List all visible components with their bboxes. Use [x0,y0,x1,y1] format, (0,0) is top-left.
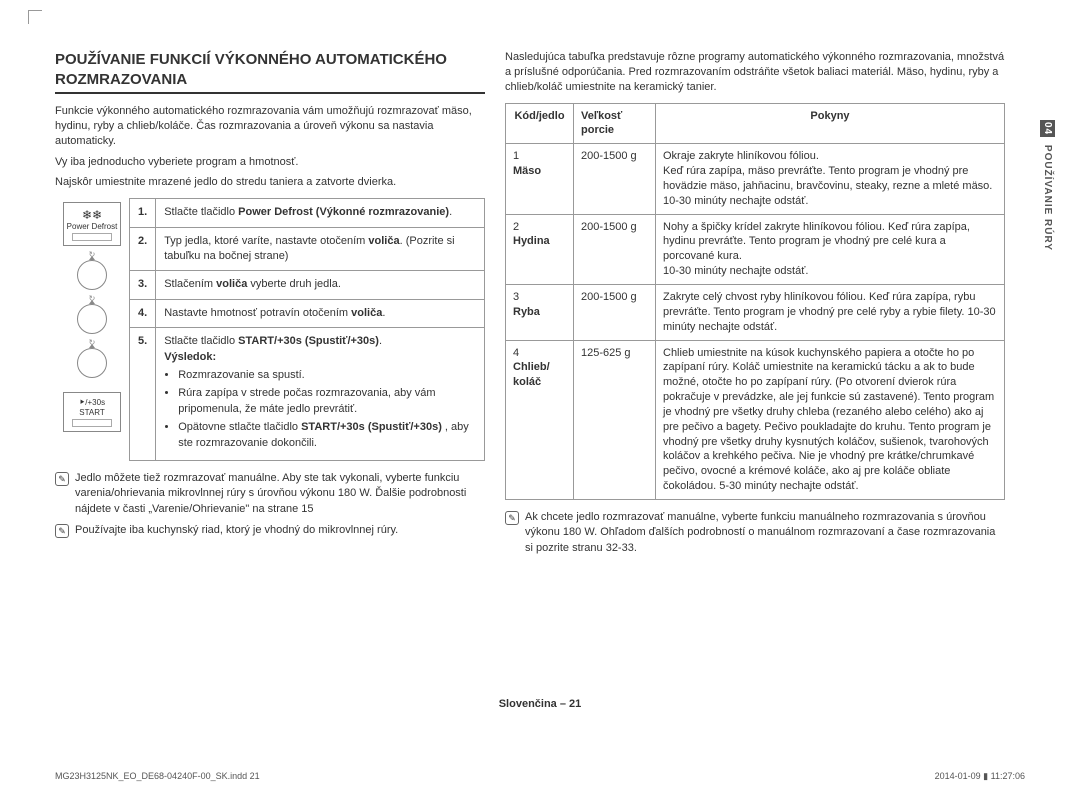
footer-right: 2014-01-09 ▮ 11:27:06 [935,771,1025,782]
start-button-icon: ⯈/+30s START [63,392,121,432]
notes-block: ✎ Jedlo môžete tiež rozmrazovať manuálne.… [55,471,485,539]
side-tab-number: 04 [1040,120,1055,137]
step-number: 1. [130,199,156,227]
steps-block: ❄❄ Power Defrost ⯈/+30s START 1.Stlačte … [55,198,485,461]
dial-icon [77,304,107,334]
footer-left: MG23H3125NK_EO_DE68-04240F-00_SK.indd 21 [55,771,260,782]
cell-code: 2Hydina [506,214,574,284]
cell-instructions: Zakryte celý chvost ryby hliníkovou fóli… [656,284,1005,340]
th-instr: Pokyny [656,103,1005,144]
step-number: 5. [130,328,156,461]
step-text: Stlačte tlačidlo Power Defrost (Výkonné … [156,199,485,227]
power-defrost-label: Power Defrost [67,222,118,231]
table-header-row: Kód/jedlo Veľkosť porcie Pokyny [506,103,1005,144]
table-row: 3Ryba200-1500 gZakryte celý chvost ryby … [506,284,1005,340]
steps-table: 1.Stlačte tlačidlo Power Defrost (Výkonn… [129,198,485,461]
note-row: ✎ Jedlo môžete tiež rozmrazovať manuálne.… [55,471,485,517]
cell-instructions: Okraje zakryte hliníkovou fóliou.Keď rúr… [656,144,1005,214]
cell-size: 200-1500 g [574,284,656,340]
section-title: POUŽÍVANIE FUNKCIÍ VÝKONNÉHO AUTOMATICKÉ… [55,50,485,94]
cell-instructions: Nohy a špičky krídel zakryte hliníkovou … [656,214,1005,284]
button-outline-icon [72,233,112,241]
th-code: Kód/jedlo [506,103,574,144]
note-text: Jedlo môžete tiež rozmrazovať manuálne. … [75,471,485,517]
side-tab: 04 POUŽÍVANIE RÚRY [1042,120,1053,251]
footer: MG23H3125NK_EO_DE68-04240F-00_SK.indd 21… [55,771,1025,782]
step-row: 5.Stlačte tlačidlo START/+30s (Spustiť/+… [130,328,485,461]
page-number: Slovenčina – 21 [55,698,1025,710]
step-text: Stlačením voliča vyberte druh jedla. [156,271,485,299]
snowflake-icon: ❄❄ [82,208,102,222]
power-defrost-button-icon: ❄❄ Power Defrost [63,202,121,246]
side-tab-label: POUŽÍVANIE RÚRY [1042,145,1053,251]
intro-block: Funkcie výkonného automatického rozmrazo… [55,104,485,190]
right-intro: Nasledujúca tabuľka predstavuje rôzne pr… [505,50,1005,95]
dial-icon [77,260,107,290]
note-row: ✎ Používajte iba kuchynský riad, ktorý je… [55,523,485,538]
button-outline-icon [72,419,112,427]
step-text: Stlačte tlačidlo START/+30s (Spustiť/+30… [156,328,485,461]
note-icon: ✎ [505,511,519,525]
crop-mark [28,10,42,24]
start-symbol: ⯈/+30s [79,398,105,408]
left-column: POUŽÍVANIE FUNKCIÍ VÝKONNÉHO AUTOMATICKÉ… [55,50,485,562]
cell-size: 125-625 g [574,340,656,499]
cell-code: 4Chlieb/koláč [506,340,574,499]
step-row: 3.Stlačením voliča vyberte druh jedla. [130,271,485,299]
right-note-block: ✎ Ak chcete jedlo rozmrazovať manuálne, … [505,510,1005,556]
step-bullet: Rúra zapípa v strede počas rozmrazovania… [178,386,476,417]
intro-p2: Vy iba jednoducho vyberiete program a hm… [55,155,485,170]
step-row: 1.Stlačte tlačidlo Power Defrost (Výkonn… [130,199,485,227]
note-text: Používajte iba kuchynský riad, ktorý je … [75,523,398,538]
intro-p1: Funkcie výkonného automatického rozmrazo… [55,104,485,149]
right-column: Nasledujúca tabuľka predstavuje rôzne pr… [505,50,1005,562]
right-note-text: Ak chcete jedlo rozmrazovať manuálne, vy… [525,510,1005,556]
cell-size: 200-1500 g [574,214,656,284]
step-text: Typ jedla, ktoré varíte, nastavte otočen… [156,227,485,271]
step-number: 3. [130,271,156,299]
step-number: 4. [130,299,156,327]
start-label: START [79,408,104,417]
cell-code: 1Mäso [506,144,574,214]
step-bullet: Rozmrazovanie sa spustí. [178,368,476,383]
defrost-programs-table: Kód/jedlo Veľkosť porcie Pokyny 1Mäso200… [505,103,1005,500]
cell-code: 3Ryba [506,284,574,340]
step-row: 2.Typ jedla, ktoré varíte, nastavte otoč… [130,227,485,271]
cell-instructions: Chlieb umiestnite na kúsok kuchynského p… [656,340,1005,499]
note-icon: ✎ [55,524,69,538]
th-size: Veľkosť porcie [574,103,656,144]
page: POUŽÍVANIE FUNKCIÍ VÝKONNÉHO AUTOMATICKÉ… [55,50,1025,752]
cell-size: 200-1500 g [574,144,656,214]
note-row: ✎ Ak chcete jedlo rozmrazovať manuálne, … [505,510,1005,556]
table-row: 1Mäso200-1500 gOkraje zakryte hliníkovou… [506,144,1005,214]
step-number: 2. [130,227,156,271]
note-icon: ✎ [55,472,69,486]
table-row: 4Chlieb/koláč125-625 gChlieb umiestnite … [506,340,1005,499]
step-row: 4.Nastavte hmotnosť potravín otočením vo… [130,299,485,327]
step-bullet: Opätovne stlačte tlačidlo START/+30s (Sp… [178,420,476,451]
table-row: 2Hydina200-1500 gNohy a špičky krídel za… [506,214,1005,284]
step-text: Nastavte hmotnosť potravín otočením voli… [156,299,485,327]
dial-icon [77,348,107,378]
intro-p3: Najskôr umiestnite mrazené jedlo do stre… [55,175,485,190]
steps-icons-column: ❄❄ Power Defrost ⯈/+30s START [55,198,129,461]
